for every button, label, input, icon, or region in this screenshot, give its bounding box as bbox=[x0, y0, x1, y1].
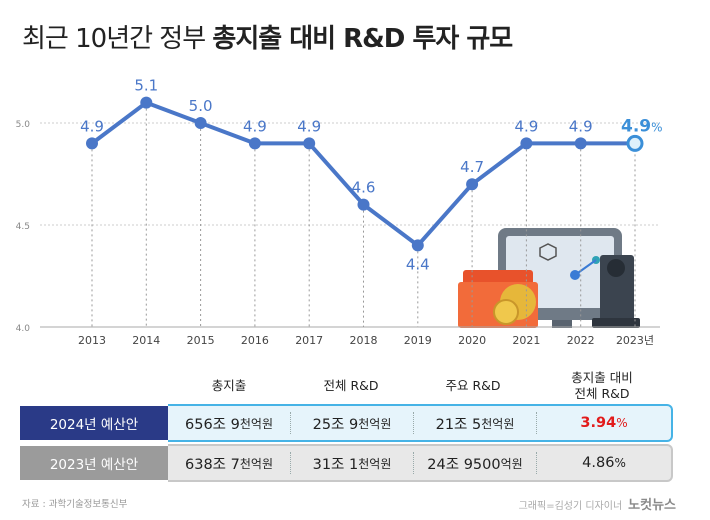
cell-ratio-2024: 3.94% bbox=[580, 415, 628, 431]
brand-logo: 노컷뉴스 bbox=[628, 498, 676, 513]
cell-rnd-total-2024: 25조 9 천억원 bbox=[291, 412, 414, 434]
row-cells-2023: 638조 7 천억원 31조 1 천억원 24조 9500 억원 4.86% bbox=[168, 444, 673, 482]
data-label: 4.9 bbox=[297, 117, 321, 135]
header-rnd-total: 전체 R&D bbox=[323, 378, 379, 393]
cell-ratio-2023: 4.86% bbox=[582, 455, 626, 471]
credit-note: 그래픽=김성기 디자이너 노컷뉴스 bbox=[519, 494, 676, 513]
data-point bbox=[303, 137, 316, 150]
cell-total-2023: 638조 7 천억원 bbox=[168, 452, 291, 474]
data-point bbox=[411, 239, 424, 252]
title-part2: 총지출 대비 R&D 투자 규모 bbox=[212, 24, 513, 54]
x-tick-label: 2014 bbox=[132, 334, 160, 347]
header-ratio-line2: 전체 R&D bbox=[574, 386, 630, 401]
data-label: 4.9 bbox=[569, 117, 593, 135]
x-axis-ticks: 2013 2014 2015 2016 2017 2018 2019 2020 2021 2022… bbox=[78, 334, 654, 347]
line-chart: 5.04.54.0 2013 2014 2015 2016 2017 2018 2019 20… bbox=[16, 77, 663, 347]
data-point bbox=[520, 137, 533, 150]
series-line bbox=[90, 100, 635, 248]
data-point-highlight bbox=[626, 134, 644, 152]
data-point bbox=[574, 137, 587, 150]
cell-rnd-major-2024: 21조 5 천억원 bbox=[414, 412, 537, 434]
data-label: 4.9 bbox=[243, 117, 267, 135]
data-labels: 4.9 5.1 5.0 4.9 4.9 4.6 4.4 4.7 4.9 4.9 4.9% bbox=[80, 77, 662, 274]
table-row-2023: 2023년 예산안 638조 7 천억원 31조 1 천억원 24조 9500 억원 … bbox=[20, 444, 673, 482]
header-ratio-line1: 총지출 대비 bbox=[571, 370, 633, 385]
table-row-2024: 2024년 예산안 656조 9 천억원 25조 9 천억원 21조 5 천억원 3.… bbox=[20, 404, 673, 442]
x-tick-label: 2017 bbox=[295, 334, 323, 347]
x-tick-label: 2022 bbox=[567, 334, 595, 347]
cell-total-2024: 656조 9 천억원 bbox=[168, 412, 291, 434]
y-tick-label: 4.0 bbox=[16, 324, 31, 334]
data-point bbox=[86, 137, 98, 150]
credit-text: 그래픽=김성기 디자이너 bbox=[518, 501, 623, 512]
data-point bbox=[140, 96, 153, 109]
data-label: 5.1 bbox=[134, 77, 158, 95]
data-label: 4.7 bbox=[460, 158, 484, 176]
chart-title: 최근 10년간 정부 총지출 대비 R&D 투자 규모 bbox=[22, 18, 513, 55]
data-label: 4.9 bbox=[514, 117, 538, 135]
y-tick-label: 5.0 bbox=[16, 120, 31, 130]
data-point bbox=[194, 117, 207, 129]
cell-rnd-total-2023: 31조 1 천억원 bbox=[291, 452, 414, 474]
row-label-2024: 2024년 예산안 bbox=[20, 406, 168, 440]
y-tick-label: 4.5 bbox=[16, 222, 30, 232]
x-tick-label: 2020 bbox=[458, 334, 486, 347]
title-part1: 최근 10년간 정부 bbox=[22, 24, 206, 54]
header-total: 총지출 bbox=[211, 378, 247, 393]
data-points bbox=[86, 96, 644, 252]
data-point bbox=[466, 178, 479, 191]
data-label: 4.9 bbox=[80, 117, 104, 135]
data-point bbox=[357, 198, 370, 211]
research-illustration bbox=[458, 228, 640, 328]
row-cells-2024: 656조 9 천억원 25조 9 천억원 21조 5 천억원 3.94% bbox=[168, 404, 673, 442]
data-label: 5.0 bbox=[189, 97, 213, 115]
data-label-highlight: 4.9% bbox=[621, 116, 663, 136]
x-tick-label: 2019 bbox=[404, 334, 432, 347]
x-tick-label: 2021 bbox=[512, 334, 540, 347]
data-point bbox=[248, 137, 261, 150]
header-rnd-major: 주요 R&D bbox=[445, 378, 501, 393]
x-tick-label: 2016 bbox=[241, 334, 269, 347]
x-tick-label: 2013 bbox=[78, 334, 106, 347]
x-tick-label: 2015 bbox=[187, 334, 215, 347]
row-label-2023: 2023년 예산안 bbox=[20, 446, 168, 480]
data-label: 4.4 bbox=[406, 255, 430, 273]
x-tick-label: 2018 bbox=[350, 334, 378, 347]
chart-grid bbox=[40, 108, 660, 328]
y-axis-ticks: 5.0 4.5 4.0 bbox=[16, 120, 31, 334]
x-tick-label: 2023년 bbox=[616, 334, 654, 347]
data-label: 4.6 bbox=[352, 179, 376, 197]
source-note: 자료 : 과학기술정보통신부 bbox=[22, 499, 128, 510]
cell-rnd-major-2023: 24조 9500 억원 bbox=[414, 452, 537, 474]
header-ratio: 총지출 대비 전체 R&D bbox=[534, 370, 670, 402]
